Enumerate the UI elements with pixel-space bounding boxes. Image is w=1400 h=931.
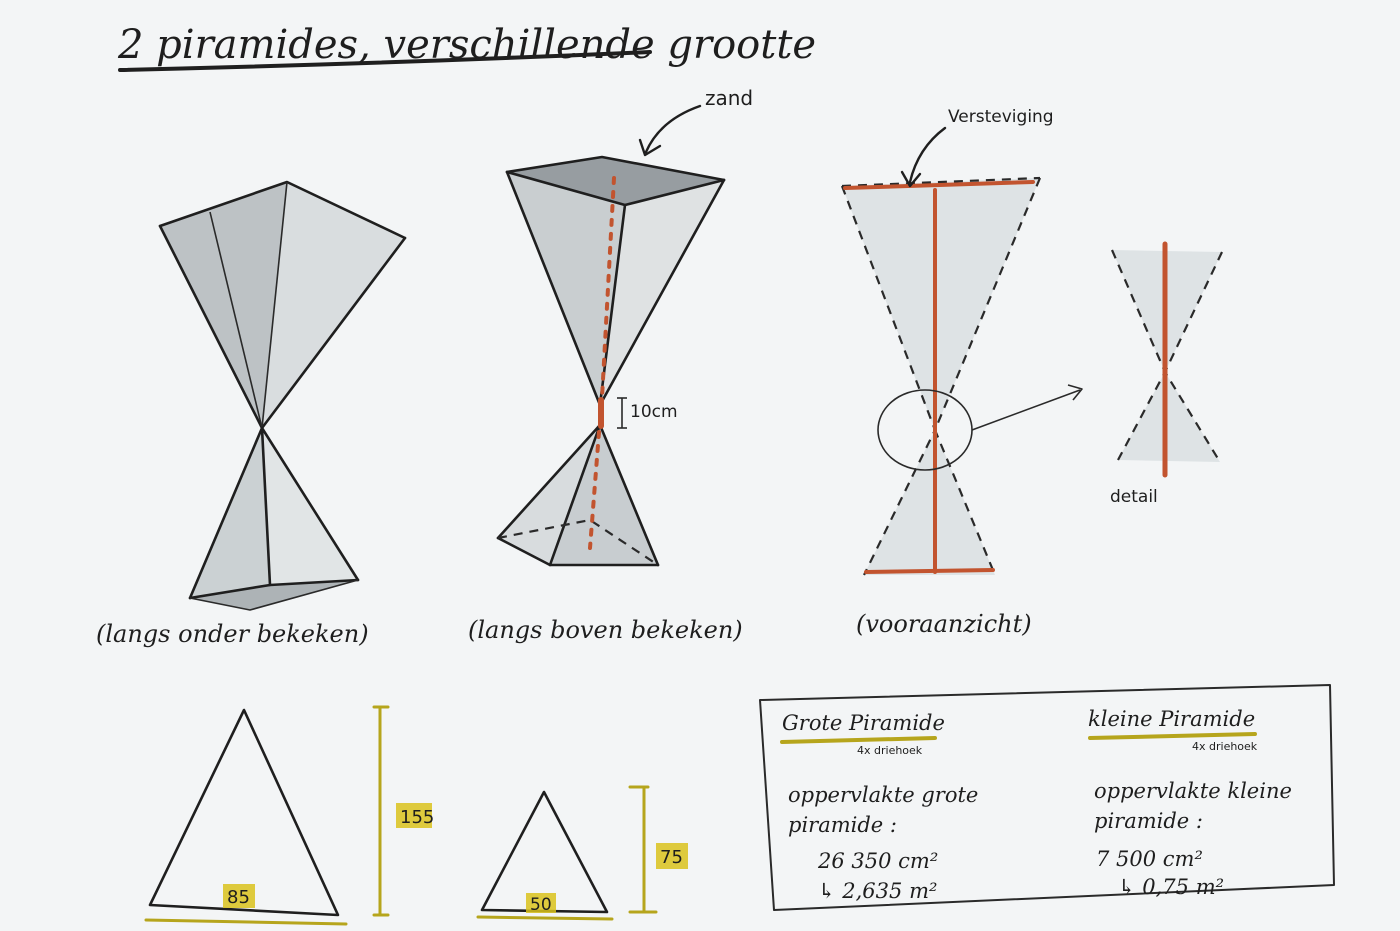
reinforcement-top [843, 180, 1035, 190]
arrow-versteviging [908, 126, 947, 184]
left-label-2: piramide : [788, 813, 897, 837]
upper-pyramid-face-left [160, 182, 287, 428]
label-detail: detail [1110, 487, 1158, 507]
left-sub: 4x driehoek [857, 744, 923, 757]
right-label-2: piramide : [1094, 809, 1203, 833]
label-zand: zand [705, 86, 753, 110]
front-upper-silhouette [842, 178, 1040, 430]
left-heading: Grote Piramide [782, 711, 945, 735]
title-group: 2 piramides, verschillende grootte [117, 22, 816, 72]
small-triangle-drawing: 75 50 [476, 785, 688, 921]
label-versteviging: Versteviging [948, 107, 1054, 127]
arrow-zand [644, 104, 702, 154]
right-heading: kleine Piramide [1088, 707, 1255, 731]
sketch-view-from-below: (langs onder bekeken) [96, 180, 407, 648]
title-underline [118, 50, 652, 72]
upper-pyramid-face-right [262, 182, 405, 428]
large-height-label: 155 [400, 807, 434, 828]
left-label-1: oppervlakte grote [788, 783, 978, 807]
small-height-label: 75 [660, 847, 683, 868]
right-label-1: oppervlakte kleine [1094, 779, 1292, 803]
lower-pyramid-base [190, 580, 358, 610]
front-lower-silhouette [864, 430, 995, 575]
right-sub: 4x driehoek [1192, 740, 1258, 753]
lower-pyramid-left [498, 425, 600, 565]
label-10cm: 10cm [630, 402, 678, 422]
right-value-2: ↳ 0,75 m² [1118, 875, 1224, 899]
upper-pyramid-front [507, 172, 625, 405]
table-right-column: kleine Piramide 4x driehoek oppervlakte … [1088, 707, 1292, 899]
right-value-1: 7 500 cm² [1096, 847, 1203, 871]
caption-front-view: (vooraanzicht) [856, 610, 1032, 638]
sketch-detail: detail [1110, 241, 1223, 507]
reinforcement-bottom [864, 568, 995, 574]
surface-area-table: Grote Piramide 4x driehoek oppervlakte g… [759, 684, 1335, 911]
table-left-column: Grote Piramide 4x driehoek oppervlakte g… [780, 711, 978, 903]
large-base-label: 85 [227, 887, 250, 908]
sand-column-dotted [600, 176, 616, 400]
sketch-view-from-above: zand 10cm (langs boven bekeken) [468, 86, 753, 644]
sketch-front-view: Versteviging (vooraanzicht) [840, 107, 1083, 638]
caption-from-below: (langs onder bekeken) [96, 620, 369, 648]
caption-from-above: (langs boven bekeken) [468, 616, 743, 644]
small-base-label: 50 [530, 895, 552, 915]
left-value-2: ↳ 2,635 m² [818, 879, 937, 903]
lower-pyramid-face-left [190, 428, 270, 598]
lower-pyramid-right [550, 425, 658, 565]
left-value-1: 26 350 cm² [817, 849, 938, 873]
large-triangle-drawing: 155 85 [144, 705, 434, 926]
table-border [759, 684, 1335, 911]
